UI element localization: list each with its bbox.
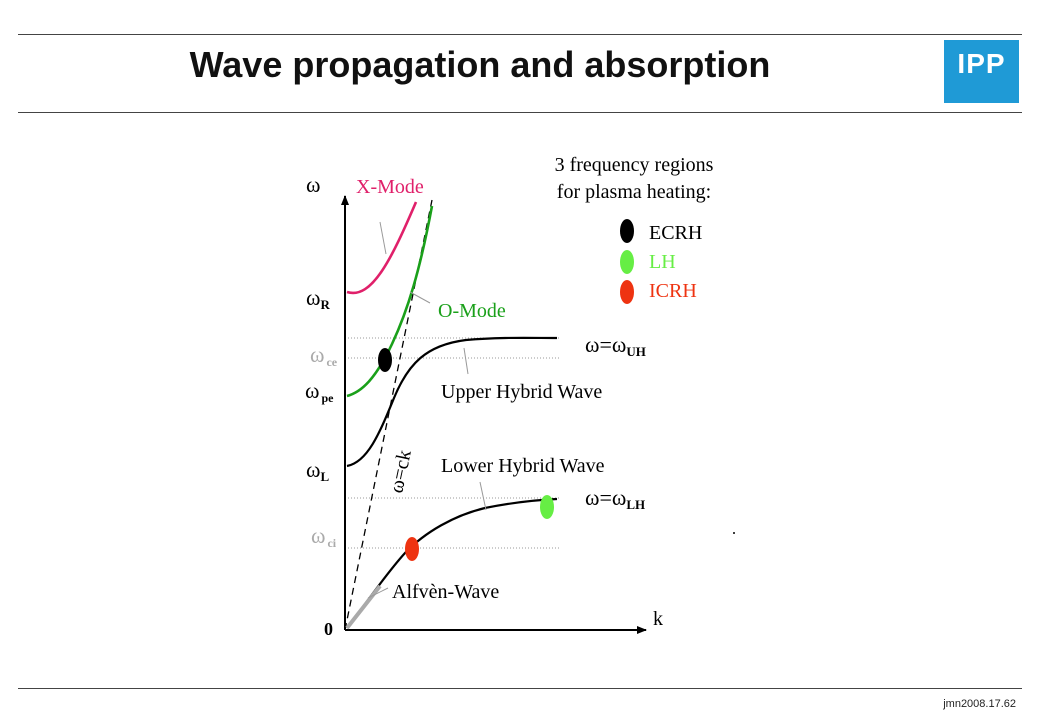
- y-axis-label: ω: [306, 172, 320, 197]
- origin-label: 0: [324, 619, 333, 639]
- alfven-leader: [367, 587, 389, 599]
- legend-lh-label: LH: [649, 251, 676, 273]
- omega-ce-label: ω ce: [310, 342, 338, 369]
- x-mode-label: X-Mode: [356, 176, 424, 198]
- alfven-curve: [345, 584, 382, 630]
- omega-pe-base: ω: [305, 378, 319, 403]
- leader-lines: [367, 221, 487, 599]
- omega-lh-sub: LH: [626, 497, 645, 512]
- lower-hybrid-leader: [479, 481, 487, 511]
- omega-pe-label: ω pe: [305, 378, 334, 405]
- omega-ci-base: ω: [311, 523, 325, 548]
- light-line-label: ω=ck: [385, 448, 416, 495]
- o-mode-leader: [409, 291, 431, 304]
- slide-title: Wave propagation and absorption: [189, 44, 771, 85]
- omega-uh-label: ω=ωUH: [585, 332, 646, 359]
- legend-ecrh-marker: [620, 219, 634, 243]
- legend-icrh-marker: [620, 280, 634, 304]
- legend-ecrh-label: ECRH: [649, 222, 702, 244]
- upper-hybrid-curve: [346, 336, 558, 468]
- o-mode-label: O-Mode: [438, 300, 506, 322]
- title-underline: [18, 112, 1022, 113]
- omega-lh-base: ω=ω: [585, 485, 626, 510]
- x-mode-leader: [379, 221, 387, 255]
- ipp-logo: IPP: [944, 40, 1019, 103]
- omega-ci-label: ω ci: [311, 523, 337, 550]
- top-rule: [18, 34, 1022, 35]
- heating-heading-line2: for plasma heating:: [557, 181, 711, 203]
- lower-hybrid-curve: [346, 497, 558, 629]
- omega-r-base: ω: [306, 285, 320, 310]
- omega-l-sub: L: [320, 469, 329, 484]
- ecrh-marker: [378, 348, 392, 372]
- omega-ce-sub: ce: [326, 355, 337, 369]
- stray-dot: [733, 532, 735, 534]
- heating-heading-line1: 3 frequency regions: [555, 154, 714, 176]
- alfven-label: Alfvèn-Wave: [392, 581, 499, 603]
- bottom-rule: [18, 688, 1022, 689]
- lh-marker: [540, 495, 554, 519]
- icrh-marker: [405, 537, 419, 561]
- x-mode-curve: [346, 201, 418, 295]
- omega-ce-base: ω: [310, 342, 324, 367]
- omega-l-label: ωL: [306, 457, 329, 484]
- omega-ci-sub: ci: [327, 536, 336, 550]
- legend-lh-marker: [620, 250, 634, 274]
- omega-lh-label: ω=ωLH: [585, 485, 645, 512]
- omega-r-sub: R: [320, 297, 330, 312]
- omega-uh-base: ω=ω: [585, 332, 626, 357]
- footer-reference: jmn2008.17.62: [943, 698, 1016, 710]
- omega-l-base: ω: [306, 457, 320, 482]
- upper-hybrid-leader: [463, 347, 469, 375]
- omega-pe-sub: pe: [321, 391, 334, 405]
- omega-uh-sub: UH: [626, 344, 646, 359]
- legend-icrh-label: ICRH: [649, 280, 697, 302]
- o-mode-curve: [346, 205, 434, 398]
- omega-r-label: ωR: [306, 285, 330, 312]
- x-axis-label: k: [653, 608, 663, 630]
- upper-hybrid-label: Upper Hybrid Wave: [441, 381, 602, 403]
- lower-hybrid-label: Lower Hybrid Wave: [441, 455, 605, 477]
